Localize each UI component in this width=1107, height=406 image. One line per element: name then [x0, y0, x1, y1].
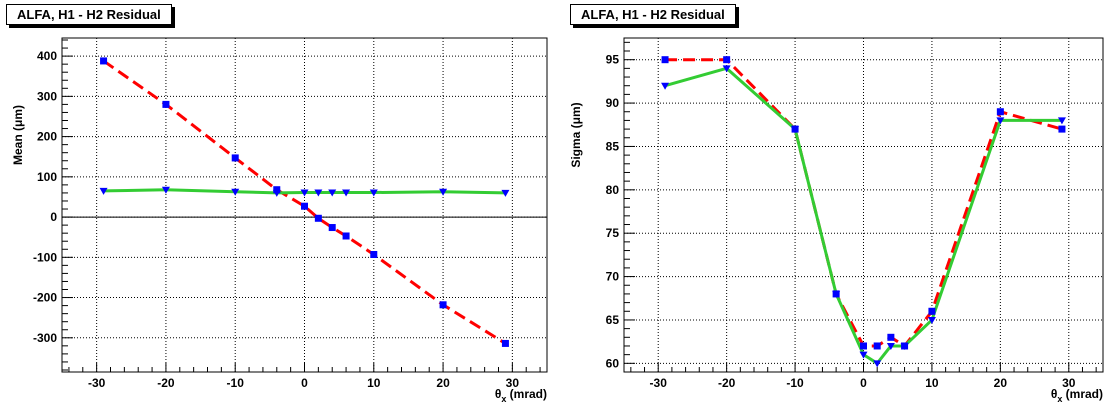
- data-point-triangle: [369, 189, 378, 197]
- plot-frame: [623, 37, 1104, 373]
- y-tick-label: 95: [606, 53, 620, 67]
- y-tick-label: 85: [606, 139, 620, 153]
- series-1-markers: [661, 65, 1066, 368]
- y-axis-title: Sigma (μm): [569, 102, 583, 167]
- data-point-triangle: [314, 189, 323, 197]
- mean-chart: -30 -20 -10 0 10 20 30-300-200-100010020030040…: [11, 37, 548, 404]
- data-point-triangle: [859, 351, 868, 359]
- x-axis: -30 -20 -10 0 10 20 30: [68, 363, 541, 390]
- data-point-square: [301, 202, 308, 210]
- series-1-markers: [99, 186, 510, 197]
- data-point-square: [860, 342, 867, 350]
- series-line: [102, 59, 507, 345]
- y-tick-label: 90: [606, 96, 620, 110]
- data-point-square: [873, 342, 881, 350]
- series-0-markers: [100, 57, 509, 347]
- data-point-triangle: [886, 342, 895, 350]
- x-tick-label: -10: [227, 376, 245, 390]
- data-point-triangle: [439, 188, 448, 196]
- x-tick-label: 0: [860, 376, 867, 390]
- series-0: [102, 59, 507, 345]
- data-point-triangle: [501, 189, 510, 197]
- y-tick-label: 200: [37, 130, 57, 144]
- data-point-triangle: [300, 189, 309, 197]
- data-point-square: [661, 56, 669, 64]
- data-point-triangle: [927, 316, 936, 324]
- chart-title: ALFA, H1 - H2 Residual: [6, 4, 172, 25]
- x-tick-label: 10: [925, 376, 939, 390]
- y-tick-label: 75: [606, 226, 620, 240]
- x-tick-label: -20: [157, 376, 175, 390]
- x-tick-label: -30: [650, 376, 668, 390]
- data-point-triangle: [873, 360, 882, 368]
- y-tick-label: 60: [606, 356, 620, 370]
- data-point-square: [370, 250, 378, 258]
- data-point-square: [928, 307, 936, 315]
- x-tick-label: -20: [718, 376, 736, 390]
- data-point-triangle: [272, 189, 281, 197]
- data-point-triangle: [231, 188, 240, 196]
- x-tick-label: 0: [301, 376, 308, 390]
- y-tick-label: 80: [606, 183, 620, 197]
- x-axis-title: θx (mrad): [1051, 387, 1103, 404]
- data-point-triangle: [1057, 117, 1066, 125]
- data-point-triangle: [832, 290, 841, 298]
- y-tick-label: -300: [33, 331, 57, 345]
- x-axis-title: θx (mrad): [495, 387, 547, 404]
- y-tick-label: 100: [37, 170, 57, 184]
- y-axis: 60 65 70 75 80 85 90 95: [606, 41, 635, 373]
- y-axis-title: Mean (μm): [11, 105, 25, 165]
- x-tick-label: -30: [88, 376, 106, 390]
- data-point-square: [723, 56, 731, 64]
- grid: [624, 38, 1103, 372]
- data-point-square: [328, 224, 336, 232]
- y-tick-label: 400: [37, 49, 57, 63]
- data-point-square: [439, 301, 447, 309]
- sigma-panel: ALFA, H1 - H2 Residual -30 -20 -10 0 10 20 30 6…: [554, 0, 1107, 406]
- data-point-square: [996, 108, 1004, 116]
- x-tick-label: 30: [1062, 376, 1076, 390]
- data-point-triangle: [342, 189, 351, 197]
- x-tick-label: 10: [367, 376, 381, 390]
- x-tick-label: 30: [506, 376, 520, 390]
- x-tick-label: -10: [786, 376, 804, 390]
- data-point-square: [314, 214, 322, 222]
- data-point-square: [273, 186, 281, 194]
- x-axis: -30 -20 -10 0 10 20 30: [630, 363, 1097, 390]
- data-point-triangle: [99, 187, 108, 195]
- chart-title: ALFA, H1 - H2 Residual: [570, 4, 736, 25]
- data-point-square: [100, 57, 108, 65]
- data-point-square: [231, 154, 239, 162]
- y-tick-label: 70: [606, 270, 620, 284]
- y-tick-label: 0: [50, 210, 57, 224]
- y-tick-label: -100: [33, 250, 57, 264]
- data-point-square: [342, 232, 350, 240]
- sigma-chart: -30 -20 -10 0 10 20 30 60 65 70 75 80 85 90 95 Sigma (μ…: [569, 37, 1104, 404]
- data-point-triangle: [900, 342, 909, 350]
- y-tick-label: -200: [33, 291, 57, 305]
- y-tick-label: 300: [37, 89, 57, 103]
- data-point-triangle: [722, 65, 731, 73]
- data-point-square: [501, 339, 509, 347]
- mean-panel: ALFA, H1 - H2 Residual -30 -20 -10 0 10 20 30-…: [0, 0, 553, 406]
- x-tick-label: 20: [436, 376, 450, 390]
- data-point-square: [1058, 125, 1066, 133]
- y-tick-label: 65: [606, 313, 620, 327]
- x-tick-label: 20: [994, 376, 1008, 390]
- data-point-triangle: [161, 186, 170, 194]
- data-point-triangle: [328, 189, 337, 197]
- data-point-triangle: [791, 126, 800, 134]
- data-point-square: [887, 333, 895, 341]
- data-point-square: [162, 100, 170, 108]
- data-point-triangle: [661, 82, 670, 90]
- data-point-triangle: [996, 117, 1005, 125]
- y-axis: -300 -200 -100 0 100 200 300 400: [33, 39, 73, 371]
